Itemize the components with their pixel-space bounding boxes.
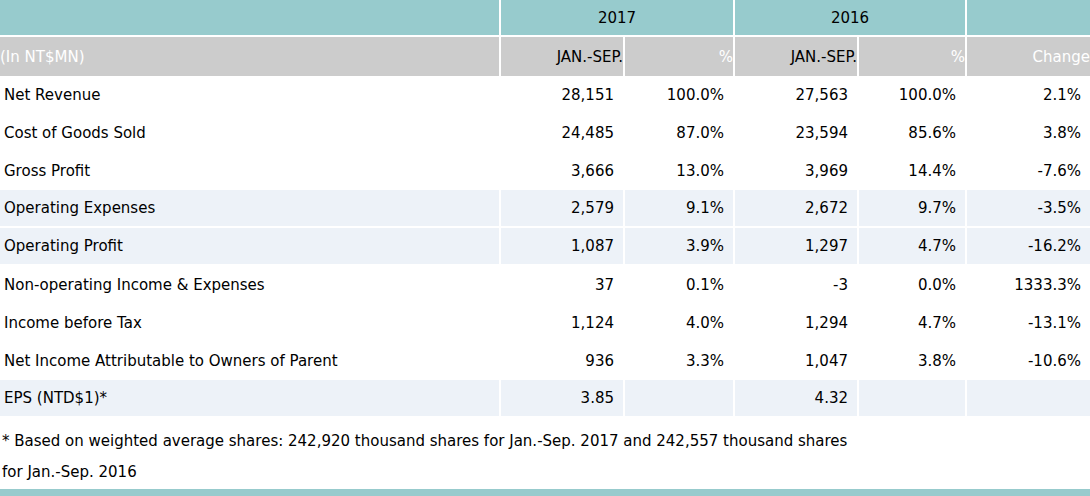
year-header-row: 2017 2016: [0, 0, 1090, 37]
percent-2016: 4.7%: [857, 228, 965, 266]
column-header-change: Change: [965, 37, 1090, 76]
footnote: * Based on weighted average shares: 242,…: [0, 418, 1090, 488]
year-header-change-spacer: [965, 0, 1090, 37]
row-label: Net Revenue: [0, 76, 499, 114]
percent-2017: 4.0%: [623, 304, 733, 342]
change-value: -16.2%: [965, 228, 1090, 266]
value-2016: -3: [733, 266, 857, 304]
change-value: [965, 380, 1090, 418]
percent-2016: 0.0%: [857, 266, 965, 304]
table-row-non-operating: Non-operating Income & Expenses 37 0.1% …: [0, 266, 1090, 304]
value-2017: 2,579: [499, 190, 623, 228]
year-header-2016: 2016: [733, 0, 965, 37]
table-row-operating-profit: Operating Profit 1,087 3.9% 1,297 4.7% -…: [0, 228, 1090, 266]
value-2017: 3,666: [499, 152, 623, 190]
change-value: 3.8%: [965, 114, 1090, 152]
value-2017: 1,124: [499, 304, 623, 342]
percent-2017: 3.3%: [623, 342, 733, 380]
bottom-teal-bar: [0, 489, 1090, 496]
percent-2016: 100.0%: [857, 76, 965, 114]
financial-results-table: 2017 2016 (In NT$MN) JAN.-SEP. % JAN.-SE…: [0, 0, 1090, 418]
percent-2017: 9.1%: [623, 190, 733, 228]
percent-2016: 4.7%: [857, 304, 965, 342]
row-label: Operating Expenses: [0, 190, 499, 228]
year-header-2017: 2017: [499, 0, 733, 37]
percent-2017: 100.0%: [623, 76, 733, 114]
value-2016: 23,594: [733, 114, 857, 152]
value-2016: 2,672: [733, 190, 857, 228]
percent-2017: 87.0%: [623, 114, 733, 152]
percent-2017: 13.0%: [623, 152, 733, 190]
column-header-period-2016: JAN.-SEP.: [733, 37, 857, 76]
table-row-operating-expenses: Operating Expenses 2,579 9.1% 2,672 9.7%…: [0, 190, 1090, 228]
percent-2016: 9.7%: [857, 190, 965, 228]
column-header-row: (In NT$MN) JAN.-SEP. % JAN.-SEP. % Chang…: [0, 37, 1090, 76]
table-row-income-before-tax: Income before Tax 1,124 4.0% 1,294 4.7% …: [0, 304, 1090, 342]
column-header-period-2017: JAN.-SEP.: [499, 37, 623, 76]
percent-2016: [857, 380, 965, 418]
value-2017: 28,151: [499, 76, 623, 114]
row-label: EPS (NTD$1)*: [0, 380, 499, 418]
change-value: 1333.3%: [965, 266, 1090, 304]
row-label: Non-operating Income & Expenses: [0, 266, 499, 304]
row-label: Income before Tax: [0, 304, 499, 342]
percent-2017: 3.9%: [623, 228, 733, 266]
value-2016: 1,047: [733, 342, 857, 380]
change-value: -7.6%: [965, 152, 1090, 190]
value-2016: 1,294: [733, 304, 857, 342]
value-2017: 936: [499, 342, 623, 380]
footnote-line-2: for Jan.-Sep. 2016: [2, 457, 1088, 488]
percent-2016: 85.6%: [857, 114, 965, 152]
change-value: -10.6%: [965, 342, 1090, 380]
row-label: Gross Profit: [0, 152, 499, 190]
table-row-cogs: Cost of Goods Sold 24,485 87.0% 23,594 8…: [0, 114, 1090, 152]
row-label: Net Income Attributable to Owners of Par…: [0, 342, 499, 380]
unit-label: (In NT$MN): [0, 37, 499, 76]
percent-2016: 3.8%: [857, 342, 965, 380]
year-header-spacer: [0, 0, 499, 37]
value-2017: 3.85: [499, 380, 623, 418]
value-2017: 37: [499, 266, 623, 304]
value-2016: 27,563: [733, 76, 857, 114]
row-label: Cost of Goods Sold: [0, 114, 499, 152]
value-2016: 4.32: [733, 380, 857, 418]
table-row-net-income: Net Income Attributable to Owners of Par…: [0, 342, 1090, 380]
change-value: -13.1%: [965, 304, 1090, 342]
value-2017: 1,087: [499, 228, 623, 266]
table-row-eps: EPS (NTD$1)* 3.85 4.32: [0, 380, 1090, 418]
percent-2016: 14.4%: [857, 152, 965, 190]
column-header-percent-2017: %: [623, 37, 733, 76]
table-row-gross-profit: Gross Profit 3,666 13.0% 3,969 14.4% -7.…: [0, 152, 1090, 190]
row-label: Operating Profit: [0, 228, 499, 266]
value-2017: 24,485: [499, 114, 623, 152]
value-2016: 3,969: [733, 152, 857, 190]
change-value: 2.1%: [965, 76, 1090, 114]
percent-2017: 0.1%: [623, 266, 733, 304]
footnote-line-1: * Based on weighted average shares: 242,…: [2, 426, 1088, 457]
table-row-net-revenue: Net Revenue 28,151 100.0% 27,563 100.0% …: [0, 76, 1090, 114]
change-value: -3.5%: [965, 190, 1090, 228]
value-2016: 1,297: [733, 228, 857, 266]
percent-2017: [623, 380, 733, 418]
column-header-percent-2016: %: [857, 37, 965, 76]
